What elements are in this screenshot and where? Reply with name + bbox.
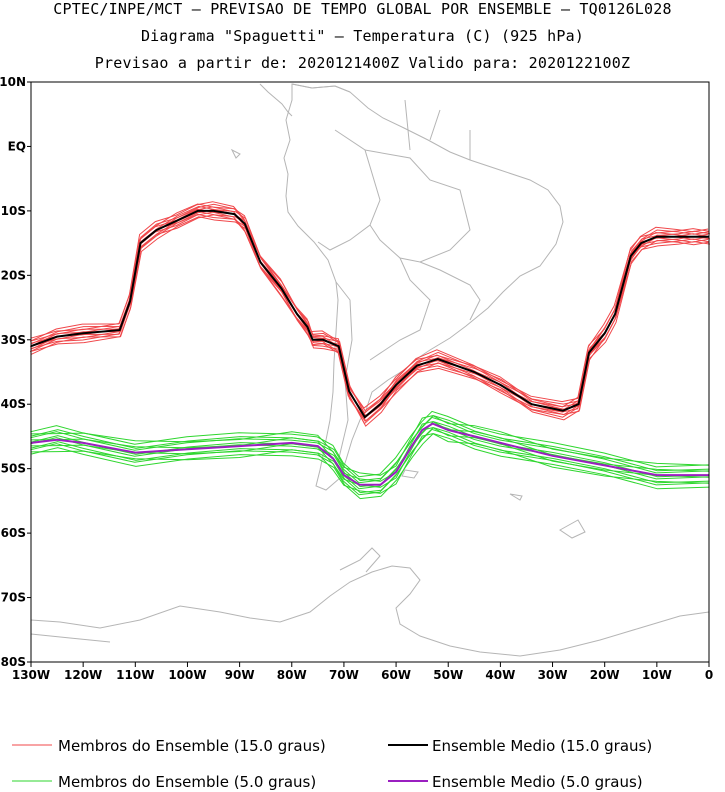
member-line-15 xyxy=(31,216,710,427)
y-tick-label: EQ xyxy=(8,139,26,153)
member-line-5 xyxy=(30,433,710,494)
ensemble-means xyxy=(30,209,709,486)
x-tick-label: 0 xyxy=(705,668,713,682)
y-tick-label: 20S xyxy=(1,268,26,282)
x-tick-label: 70W xyxy=(329,668,359,682)
chart-title-line3: Previsao a partir de: 2020121400Z Valido… xyxy=(94,54,631,72)
x-tick-label: 100W xyxy=(168,668,206,682)
legend-label-mean15: Ensemble Medio (15.0 graus) xyxy=(432,737,652,755)
land-coastlines xyxy=(30,83,710,657)
x-tick-label: 30W xyxy=(538,668,568,682)
legend-label-members15: Membros do Ensemble (15.0 graus) xyxy=(58,737,326,755)
x-tick-label: 50W xyxy=(433,668,463,682)
plot-frame xyxy=(30,81,710,663)
x-tick-label: 80W xyxy=(277,668,307,682)
x-tick-label: 130W xyxy=(12,668,50,682)
y-tick-label: 40S xyxy=(1,397,26,411)
legend-label-members5: Membros do Ensemble (5.0 graus) xyxy=(58,773,316,791)
y-tick-label: 10N xyxy=(0,75,26,89)
x-tick-label: 40W xyxy=(485,668,515,682)
member-line-5 xyxy=(30,427,710,488)
y-tick-label: 50S xyxy=(1,462,26,476)
chart-title-line2: Diagrama "Spaguetti" — Temperatura (C) (… xyxy=(140,27,585,45)
member-line-15 xyxy=(31,214,710,422)
y-tick-label: 10S xyxy=(1,204,26,218)
member-line-5 xyxy=(30,421,710,482)
legend-label-mean5: Ensemble Medio (5.0 graus) xyxy=(432,773,643,791)
member-line-5 xyxy=(31,433,710,500)
mean-line-5 xyxy=(30,422,709,486)
x-tick-label: 10W xyxy=(642,668,672,682)
x-tick-label: 20W xyxy=(590,668,620,682)
y-tick-label: 70S xyxy=(1,591,26,605)
x-tick-label: 110W xyxy=(116,668,154,682)
y-tick-label: 80S xyxy=(1,655,26,669)
legend: Membros do Ensemble (15.0 graus) Ensembl… xyxy=(12,737,652,791)
plot-area xyxy=(31,82,709,662)
chart-title-line1: CPTEC/INPE/MCT — PREVISAO DE TEMPO GLOBA… xyxy=(53,0,672,18)
x-tick-label: 90W xyxy=(225,668,255,682)
y-tick-label: 30S xyxy=(1,333,26,347)
y-tick-label: 60S xyxy=(1,526,26,540)
x-tick-label: 120W xyxy=(64,668,102,682)
x-axis: 130W 120W 110W 100W 90W 80W 70W 60W 50W 40W 30W 20W… xyxy=(12,662,713,682)
y-axis: 10N EQ 10S 20S 30S 40S 50S 60S 70S 80S xyxy=(0,75,31,669)
x-tick-label: 60W xyxy=(381,668,411,682)
member-line-5 xyxy=(30,415,710,476)
mean-line-15 xyxy=(30,209,709,419)
